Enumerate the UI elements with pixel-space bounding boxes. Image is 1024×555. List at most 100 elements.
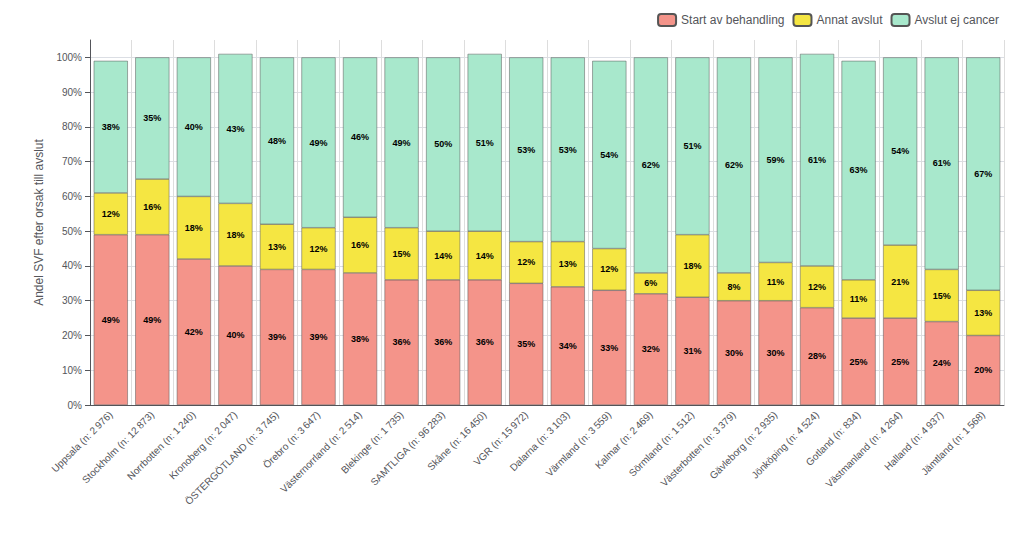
svg-text:Värmland (n: 3 559): Värmland (n: 3 559) xyxy=(543,409,614,479)
svg-text:90%: 90% xyxy=(62,87,82,98)
svg-text:Avslut ej cancer: Avslut ej cancer xyxy=(915,13,1000,27)
svg-text:20%: 20% xyxy=(62,330,82,341)
svg-text:12%: 12% xyxy=(309,244,327,254)
svg-text:Sörmland (n: 1 512): Sörmland (n: 1 512) xyxy=(626,409,697,479)
svg-text:63%: 63% xyxy=(850,165,868,175)
svg-text:15%: 15% xyxy=(933,291,951,301)
svg-text:61%: 61% xyxy=(808,155,826,165)
svg-text:Stockholm (n: 12 873): Stockholm (n: 12 873) xyxy=(80,409,156,485)
svg-text:12%: 12% xyxy=(517,257,535,267)
svg-text:13%: 13% xyxy=(559,259,577,269)
svg-text:18%: 18% xyxy=(683,261,701,271)
svg-text:13%: 13% xyxy=(974,308,992,318)
svg-text:10%: 10% xyxy=(62,365,82,376)
svg-text:14%: 14% xyxy=(434,251,452,261)
svg-text:30%: 30% xyxy=(725,348,743,358)
svg-text:32%: 32% xyxy=(642,344,660,354)
svg-text:36%: 36% xyxy=(393,337,411,347)
svg-text:39%: 39% xyxy=(268,332,286,342)
svg-text:18%: 18% xyxy=(226,230,244,240)
svg-text:62%: 62% xyxy=(725,160,743,170)
svg-text:49%: 49% xyxy=(143,315,161,325)
svg-text:25%: 25% xyxy=(891,357,909,367)
svg-text:48%: 48% xyxy=(268,136,286,146)
svg-text:61%: 61% xyxy=(933,158,951,168)
svg-text:21%: 21% xyxy=(891,277,909,287)
svg-text:24%: 24% xyxy=(933,358,951,368)
svg-text:16%: 16% xyxy=(351,240,369,250)
svg-text:53%: 53% xyxy=(517,145,535,155)
svg-text:Blekinge (n: 1 735): Blekinge (n: 1 735) xyxy=(339,409,406,476)
svg-text:6%: 6% xyxy=(644,278,657,288)
svg-text:60%: 60% xyxy=(62,191,82,202)
svg-text:38%: 38% xyxy=(102,122,120,132)
svg-text:Annat avslut: Annat avslut xyxy=(816,13,883,27)
svg-text:30%: 30% xyxy=(62,295,82,306)
svg-text:Västerbotten (n: 3 379): Västerbotten (n: 3 379) xyxy=(658,409,737,488)
svg-text:31%: 31% xyxy=(683,346,701,356)
svg-text:Jönköping (n: 4 524): Jönköping (n: 4 524) xyxy=(749,409,821,481)
svg-text:70%: 70% xyxy=(62,156,82,167)
svg-text:ÖSTERGÖTLAND (n: 3 745): ÖSTERGÖTLAND (n: 3 745) xyxy=(183,409,281,507)
svg-text:35%: 35% xyxy=(517,339,535,349)
svg-text:12%: 12% xyxy=(808,282,826,292)
svg-text:54%: 54% xyxy=(891,146,909,156)
svg-text:Start av behandling: Start av behandling xyxy=(681,13,784,27)
svg-text:42%: 42% xyxy=(185,327,203,337)
svg-text:30%: 30% xyxy=(766,348,784,358)
svg-text:36%: 36% xyxy=(476,337,494,347)
svg-text:15%: 15% xyxy=(393,249,411,259)
svg-text:14%: 14% xyxy=(476,251,494,261)
svg-text:43%: 43% xyxy=(226,124,244,134)
svg-text:49%: 49% xyxy=(309,138,327,148)
svg-text:39%: 39% xyxy=(309,332,327,342)
svg-text:16%: 16% xyxy=(143,202,161,212)
svg-text:8%: 8% xyxy=(727,282,740,292)
svg-text:11%: 11% xyxy=(850,294,868,304)
svg-text:50%: 50% xyxy=(62,226,82,237)
svg-text:54%: 54% xyxy=(600,150,618,160)
svg-text:62%: 62% xyxy=(642,160,660,170)
svg-text:SAMTLIGA (n: 96 283): SAMTLIGA (n: 96 283) xyxy=(368,409,447,488)
svg-text:50%: 50% xyxy=(434,139,452,149)
svg-text:Dalarna (n: 3 103): Dalarna (n: 3 103) xyxy=(507,409,572,474)
svg-text:67%: 67% xyxy=(974,169,992,179)
svg-text:46%: 46% xyxy=(351,132,369,142)
svg-text:80%: 80% xyxy=(62,121,82,132)
svg-text:25%: 25% xyxy=(850,357,868,367)
svg-text:Örebro (n: 3 647): Örebro (n: 3 647) xyxy=(261,409,323,471)
svg-text:40%: 40% xyxy=(62,260,82,271)
svg-text:Uppsala (n: 2 976): Uppsala (n: 2 976) xyxy=(49,409,115,475)
svg-text:Halland (n: 4 937): Halland (n: 4 937) xyxy=(882,409,946,473)
svg-text:40%: 40% xyxy=(185,122,203,132)
svg-text:12%: 12% xyxy=(600,264,618,274)
svg-text:Västernorrland (n: 2 514): Västernorrland (n: 2 514) xyxy=(278,409,364,495)
svg-text:Kronoberg (n: 2 047): Kronoberg (n: 2 047) xyxy=(167,409,239,481)
svg-text:Andel SVF efter orsak till avs: Andel SVF efter orsak till avslut xyxy=(32,138,46,305)
svg-text:Gävleborg (n: 2 935): Gävleborg (n: 2 935) xyxy=(707,409,779,481)
svg-text:0%: 0% xyxy=(68,400,83,411)
svg-text:Skåne (n: 16 450): Skåne (n: 16 450) xyxy=(425,409,489,473)
svg-text:49%: 49% xyxy=(393,138,411,148)
svg-text:28%: 28% xyxy=(808,351,826,361)
svg-text:Västmanland (n: 4 264): Västmanland (n: 4 264) xyxy=(823,409,904,490)
svg-text:51%: 51% xyxy=(683,141,701,151)
svg-text:35%: 35% xyxy=(143,113,161,123)
svg-text:Jämtland (n: 1 568): Jämtland (n: 1 568) xyxy=(919,409,987,477)
svg-text:40%: 40% xyxy=(226,330,244,340)
svg-text:18%: 18% xyxy=(185,223,203,233)
svg-text:38%: 38% xyxy=(351,334,369,344)
svg-text:59%: 59% xyxy=(766,155,784,165)
svg-text:51%: 51% xyxy=(476,138,494,148)
svg-text:Norrbotten (n: 1 240): Norrbotten (n: 1 240) xyxy=(125,409,198,482)
svg-text:12%: 12% xyxy=(102,209,120,219)
svg-text:36%: 36% xyxy=(434,337,452,347)
svg-text:33%: 33% xyxy=(600,343,618,353)
svg-text:20%: 20% xyxy=(974,365,992,375)
svg-text:13%: 13% xyxy=(268,242,286,252)
svg-text:11%: 11% xyxy=(767,277,785,287)
svg-text:53%: 53% xyxy=(559,145,577,155)
svg-text:100%: 100% xyxy=(56,52,82,63)
svg-text:49%: 49% xyxy=(102,315,120,325)
svg-text:34%: 34% xyxy=(559,341,577,351)
